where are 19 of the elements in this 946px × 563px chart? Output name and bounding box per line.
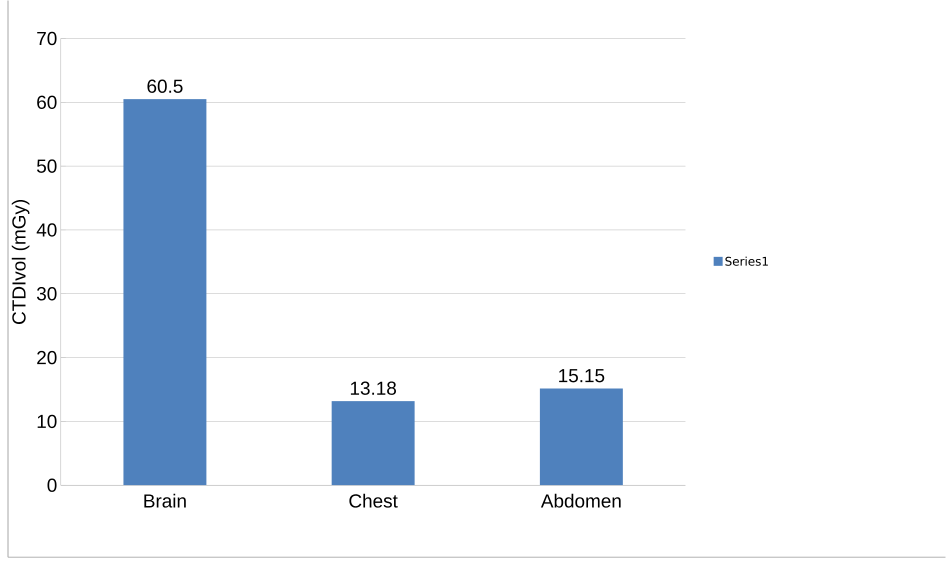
data-label: 15.15 xyxy=(559,369,604,382)
y-tick-label: 10 xyxy=(38,414,57,428)
y-tick-label: 50 xyxy=(37,159,57,173)
bar xyxy=(332,401,415,486)
y-axis-title: CTDIvol (mGy) xyxy=(12,200,30,324)
y-tick-label: 20 xyxy=(37,350,57,364)
y-tick-label: 40 xyxy=(36,223,57,237)
bar xyxy=(123,99,206,486)
x-tick-label: Brain xyxy=(144,494,186,508)
y-tick-label: 60 xyxy=(37,96,57,109)
x-tick-label: Abdomen xyxy=(540,494,621,508)
bar xyxy=(540,388,623,486)
data-label: 60.5 xyxy=(147,79,183,93)
y-tick-label: 30 xyxy=(36,286,57,300)
y-tick-label: 0 xyxy=(48,478,57,492)
x-tick-label: Chest xyxy=(349,494,398,508)
data-label: 13.18 xyxy=(350,381,396,395)
legend-label: Series1 xyxy=(725,256,768,266)
y-tick-label: 70 xyxy=(37,32,57,46)
